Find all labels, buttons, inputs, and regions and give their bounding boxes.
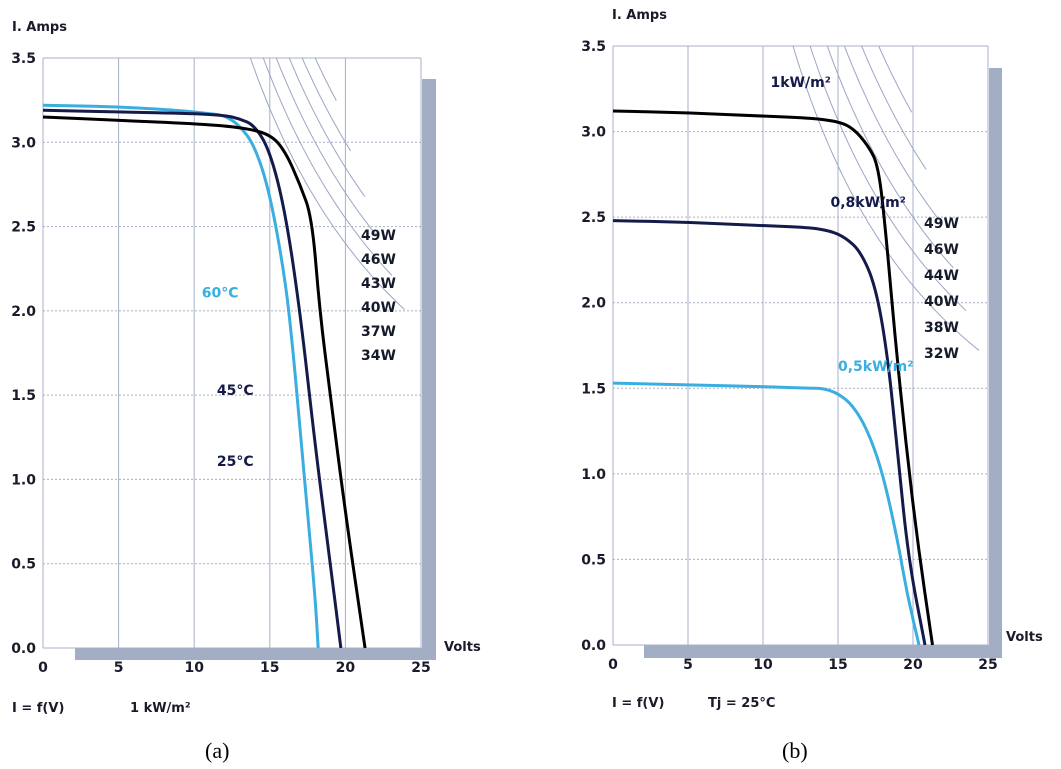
panel-b-series — [612, 109, 934, 646]
panel-b-power-label-1: 46W — [924, 242, 959, 258]
panel-a-xtick-2: 10 — [184, 660, 204, 676]
panel-b-power-label-0: 49W — [924, 216, 959, 232]
panel-b-ytick-2: 1.0 — [581, 467, 606, 483]
panel-a-xtick-1: 5 — [114, 660, 124, 676]
panel-b-series-2 — [612, 381, 921, 646]
panel-a-power-label-1: 46W — [361, 252, 396, 268]
panel-a-ytick-5: 2.5 — [11, 220, 36, 236]
panel-b-ytick-7: 3.5 — [581, 39, 606, 55]
panel-b-series-0 — [612, 109, 934, 646]
panel-a-tag: (a) — [205, 738, 229, 763]
panel-a-xlabel: Volts — [444, 640, 481, 655]
panel-b-series-label-0: 1kW/m² — [771, 75, 831, 91]
panel-a-series-labels: 60°C 45°C 25°C — [202, 285, 254, 470]
panel-a-power-label-3: 40W — [361, 300, 396, 316]
panel-b-ytick-0: 0.0 — [581, 638, 606, 654]
panel-b-xtick-4: 20 — [903, 657, 923, 673]
panel-b-power-curve-1 — [861, 45, 927, 170]
panel-a-xtick-5: 25 — [411, 660, 430, 676]
panel-a-series-1 — [42, 108, 343, 649]
panel-b-ylabel: I. Amps — [612, 8, 667, 23]
panel-a-series-label-1: 45°C — [217, 383, 254, 399]
panel-b-power-label-4: 38W — [924, 320, 959, 336]
panel-a-ytick-1: 0.5 — [11, 557, 36, 573]
panel-a-frame — [75, 79, 436, 660]
panel-a-x-ticks: 0 5 10 15 20 25 — [38, 660, 431, 676]
panel-a-power-labels: 49W 46W 43W 40W 37W 34W — [361, 228, 396, 364]
panel-b-power-labels: 49W 46W 44W 40W 38W 32W — [924, 216, 959, 362]
panel-a-power-curve-4 — [262, 57, 393, 276]
panel-b-xlabel: Volts — [1006, 630, 1043, 645]
panel-a-xtick-3: 15 — [260, 660, 279, 676]
panel-b-axes — [612, 46, 988, 646]
panel-a-caption-left: I = f(V) — [12, 701, 64, 716]
panel-b-series-labels: 1kW/m² 0,8kW/m² 0,5kW/m² — [771, 75, 914, 375]
panel-b-power-curve-2 — [843, 45, 940, 220]
panel-a-power-curve-5 — [249, 57, 405, 310]
panel-b-series-1 — [612, 219, 927, 646]
panel-b-xtick-3: 15 — [828, 657, 847, 673]
panel-b-ytick-1: 0.5 — [581, 552, 606, 568]
panel-a-ytick-4: 2.0 — [11, 304, 36, 320]
panel-b-series-label-2: 0,5kW/m² — [838, 359, 913, 375]
panel-a-power-label-2: 43W — [361, 276, 396, 292]
panel-b: 0.00.51.01.52.02.53.03.5 0 5 10 15 20 25 49W4… — [581, 8, 1043, 763]
panel-b-xtick-5: 25 — [978, 657, 997, 673]
panel-a-axes — [42, 58, 421, 649]
panel-a-series-label-2: 25°C — [217, 454, 254, 470]
panel-a-ytick-7: 3.5 — [11, 51, 36, 67]
panel-a-xtick-0: 0 — [38, 660, 48, 676]
panel-b-series-label-1: 0,8kW/m² — [831, 195, 906, 211]
panel-b-power-label-5: 32W — [924, 346, 959, 362]
panel-a-ylabel: I. Amps — [12, 20, 67, 35]
panel-b-power-curve-3 — [826, 45, 954, 269]
panel-b-frame-bottom — [644, 645, 1002, 658]
panel-a: 0.00.51.01.52.02.53.03.5 0 5 10 15 20 25 49W4… — [11, 20, 481, 763]
panel-a-power-curve-1 — [301, 57, 352, 152]
panel-a-power-label-0: 49W — [361, 228, 396, 244]
panel-a-frame-right — [422, 79, 436, 660]
panel-b-ytick-5: 2.5 — [581, 210, 606, 226]
panel-a-frame-bottom — [75, 648, 436, 660]
panel-a-ytick-3: 1.5 — [11, 388, 36, 404]
panel-b-frame-right — [989, 68, 1002, 658]
panel-b-power-label-3: 40W — [924, 294, 959, 310]
panel-b-x-ticks: 0 5 10 15 20 25 — [608, 657, 998, 673]
panel-b-caption-right: Tj = 25°C — [708, 696, 775, 711]
panel-b-power-curve-0 — [878, 45, 913, 113]
panel-b-xtick-0: 0 — [608, 657, 618, 673]
panel-b-y-ticks: 0.0 0.5 1.0 1.5 2.0 2.5 3.0 3.5 — [581, 39, 606, 654]
panel-b-xtick-2: 10 — [753, 657, 773, 673]
panel-b-grid — [613, 45, 989, 645]
panel-a-power-label-4: 37W — [361, 324, 396, 340]
panel-b-tag: (b) — [782, 738, 808, 763]
panel-a-series-label-0: 60°C — [202, 285, 239, 301]
panel-b-ytick-6: 3.0 — [581, 125, 606, 141]
panel-a-power-curve-2 — [288, 57, 366, 197]
panel-b-xtick-1: 5 — [683, 657, 693, 673]
panel-b-power-curve-4 — [809, 45, 967, 311]
panel-a-ytick-6: 3.0 — [11, 135, 36, 151]
panel-b-ytick-4: 2.0 — [581, 296, 606, 312]
panel-b-ytick-3: 1.5 — [581, 381, 606, 397]
panel-a-power-label-5: 34W — [361, 348, 396, 364]
panel-a-ytick-0: 0.0 — [11, 641, 36, 657]
panel-a-power-curve-0 — [314, 57, 337, 101]
panel-a-ytick-2: 1.0 — [11, 472, 36, 488]
panel-a-caption-right: 1 kW/m² — [130, 701, 191, 716]
panel-a-power-curves — [249, 57, 405, 310]
panel-a-series — [42, 103, 367, 649]
panel-a-series-0 — [42, 103, 320, 649]
panel-b-caption-left: I = f(V) — [612, 696, 664, 711]
panel-a-series-2 — [42, 115, 367, 649]
panel-a-xtick-4: 20 — [336, 660, 356, 676]
panel-b-power-label-2: 44W — [924, 268, 959, 284]
panel-a-y-ticks: 0.0 0.5 1.0 1.5 2.0 2.5 3.0 3.5 — [11, 51, 36, 657]
panel-a-power-curve-3 — [275, 57, 378, 237]
panel-b-frame — [644, 68, 1002, 658]
